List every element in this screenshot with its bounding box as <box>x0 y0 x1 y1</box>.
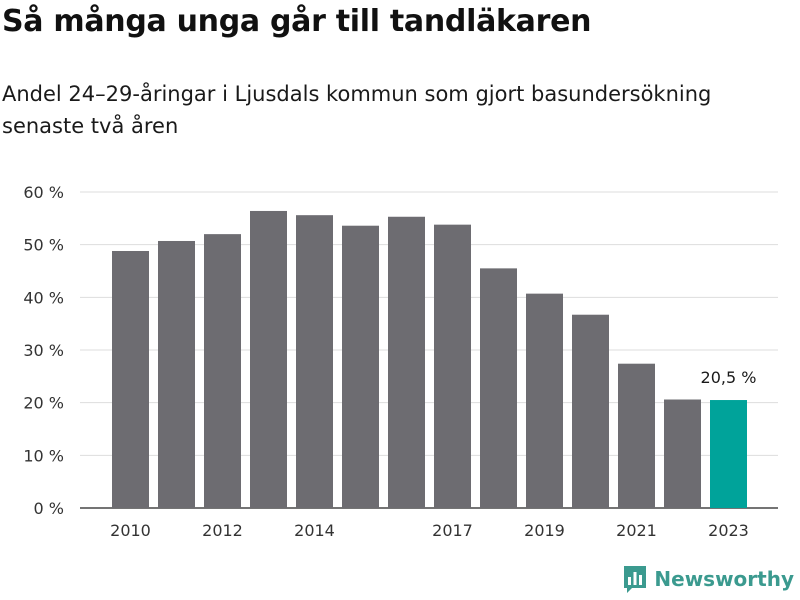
y-tick-label: 20 % <box>23 394 64 413</box>
brand-name: Newsworthy <box>654 567 794 591</box>
x-tick-label: 2019 <box>524 521 565 540</box>
x-tick-label: 2010 <box>110 521 151 540</box>
bars <box>112 210 747 509</box>
x-tick-label: 2023 <box>708 521 749 540</box>
bar-2013 <box>250 210 287 508</box>
bar-2010 <box>112 250 149 508</box>
grid-lines <box>80 191 778 509</box>
newsworthy-logo: Newsworthy <box>622 564 794 594</box>
data-label: 20,5 % <box>701 368 757 387</box>
y-tick-label: 10 % <box>23 446 64 465</box>
y-tick-label: 0 % <box>34 499 64 518</box>
bar-2018 <box>480 268 517 508</box>
bar-2017 <box>434 224 471 509</box>
x-tick-label: 2017 <box>432 521 473 540</box>
y-tick-label: 40 % <box>23 288 64 307</box>
bar-2021 <box>618 363 655 508</box>
bar-2020 <box>572 314 609 508</box>
x-axis-tick-labels: 2010 2012 2014 2017 2019 2021 2023 <box>110 521 749 540</box>
annotations: 20,5 % <box>701 368 757 387</box>
y-tick-label: 60 % <box>23 183 64 202</box>
bar-chart: 0 % 10 % 20 % 30 % 40 % 50 % 60 % 2010 2012 2014… <box>23 183 778 540</box>
bar-2019 <box>526 293 563 508</box>
bar-2016 <box>388 216 425 508</box>
bar-2014 <box>296 215 333 508</box>
chart-subtitle: Andel 24–29-åringar i Ljusdals kommun so… <box>2 82 712 138</box>
y-tick-label: 30 % <box>23 341 64 360</box>
bar-2023 <box>710 400 747 508</box>
bar-2011 <box>158 240 195 509</box>
x-tick-label: 2012 <box>202 521 243 540</box>
bar-2012 <box>204 234 241 508</box>
y-tick-label: 50 % <box>23 236 64 255</box>
bar-2022 <box>664 399 701 508</box>
chart-title: Så många unga går till tandläkaren <box>2 4 592 39</box>
x-tick-label: 2021 <box>616 521 657 540</box>
newsworthy-logo-icon <box>624 566 647 593</box>
x-tick-label: 2014 <box>294 521 335 540</box>
y-axis-tick-labels: 0 % 10 % 20 % 30 % 40 % 50 % 60 % <box>23 183 64 518</box>
bar-2015 <box>342 225 379 508</box>
